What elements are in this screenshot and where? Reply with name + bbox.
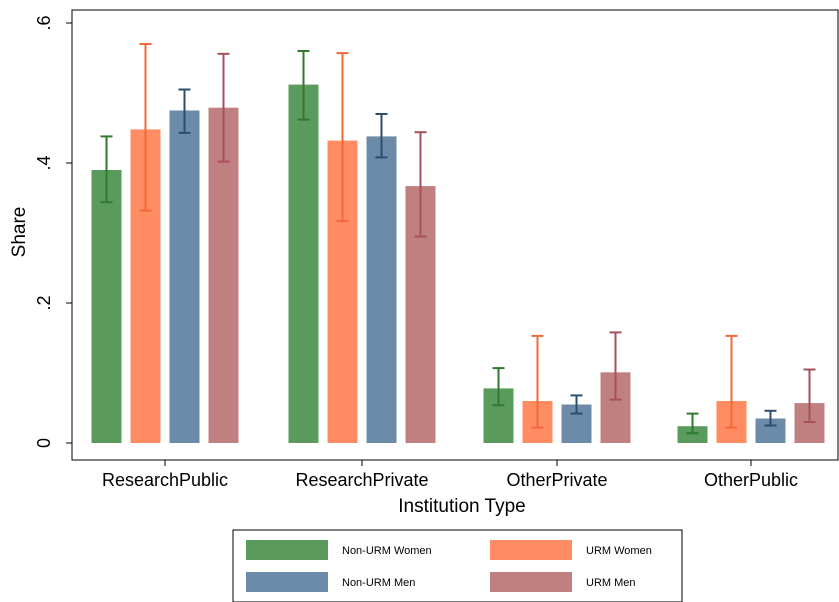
error-bars-group [100, 43, 816, 435]
bar [91, 170, 122, 443]
x-tick-label: ResearchPrivate [295, 470, 428, 490]
error-bar [139, 43, 152, 212]
y-tick-label: .4 [34, 155, 54, 170]
x-tick-label: ResearchPublic [102, 470, 228, 490]
bar [677, 426, 708, 443]
error-bar [686, 412, 699, 435]
x-tick-label: OtherPrivate [506, 470, 607, 490]
error-bar [297, 50, 310, 121]
legend-swatch [246, 540, 328, 560]
legend: Non-URM Women URM Women Non-URM Men URM Men [232, 529, 683, 602]
error-bar [570, 394, 583, 415]
plot-frame [71, 9, 839, 461]
error-bar [178, 88, 191, 134]
x-axis: ResearchPublic ResearchPrivate OtherPrivat… [102, 460, 798, 490]
error-bar [531, 334, 544, 429]
error-bar [414, 131, 427, 238]
bar [208, 107, 239, 443]
y-tick-label: .6 [34, 15, 54, 30]
legend-swatch [490, 540, 572, 560]
legend-label: Non-URM Men [342, 577, 415, 589]
bar [288, 84, 319, 443]
bar [366, 136, 397, 443]
error-bar [725, 334, 738, 429]
x-axis-title: Institution Type [398, 496, 525, 517]
error-bar [217, 52, 230, 163]
legend-label: Non-URM Women [342, 545, 432, 557]
error-bar [375, 113, 388, 159]
y-tick-label: 0 [34, 438, 54, 448]
legend-swatch [246, 572, 328, 592]
error-bar [100, 135, 113, 204]
y-axis: 0 .2 .4 .6 [34, 15, 72, 448]
error-bar [609, 331, 622, 401]
x-tick-label: OtherPublic [704, 470, 798, 490]
legend-swatch [490, 572, 572, 592]
legend-label: URM Men [586, 577, 636, 589]
y-tick-label: .2 [34, 295, 54, 310]
y-axis-title: Share [9, 207, 30, 258]
error-bar [492, 367, 505, 407]
error-bar [764, 409, 777, 427]
bar [169, 110, 200, 443]
error-bar [803, 368, 816, 423]
legend-label: URM Women [586, 545, 652, 557]
error-bar [336, 52, 349, 223]
bars-group [91, 84, 825, 443]
